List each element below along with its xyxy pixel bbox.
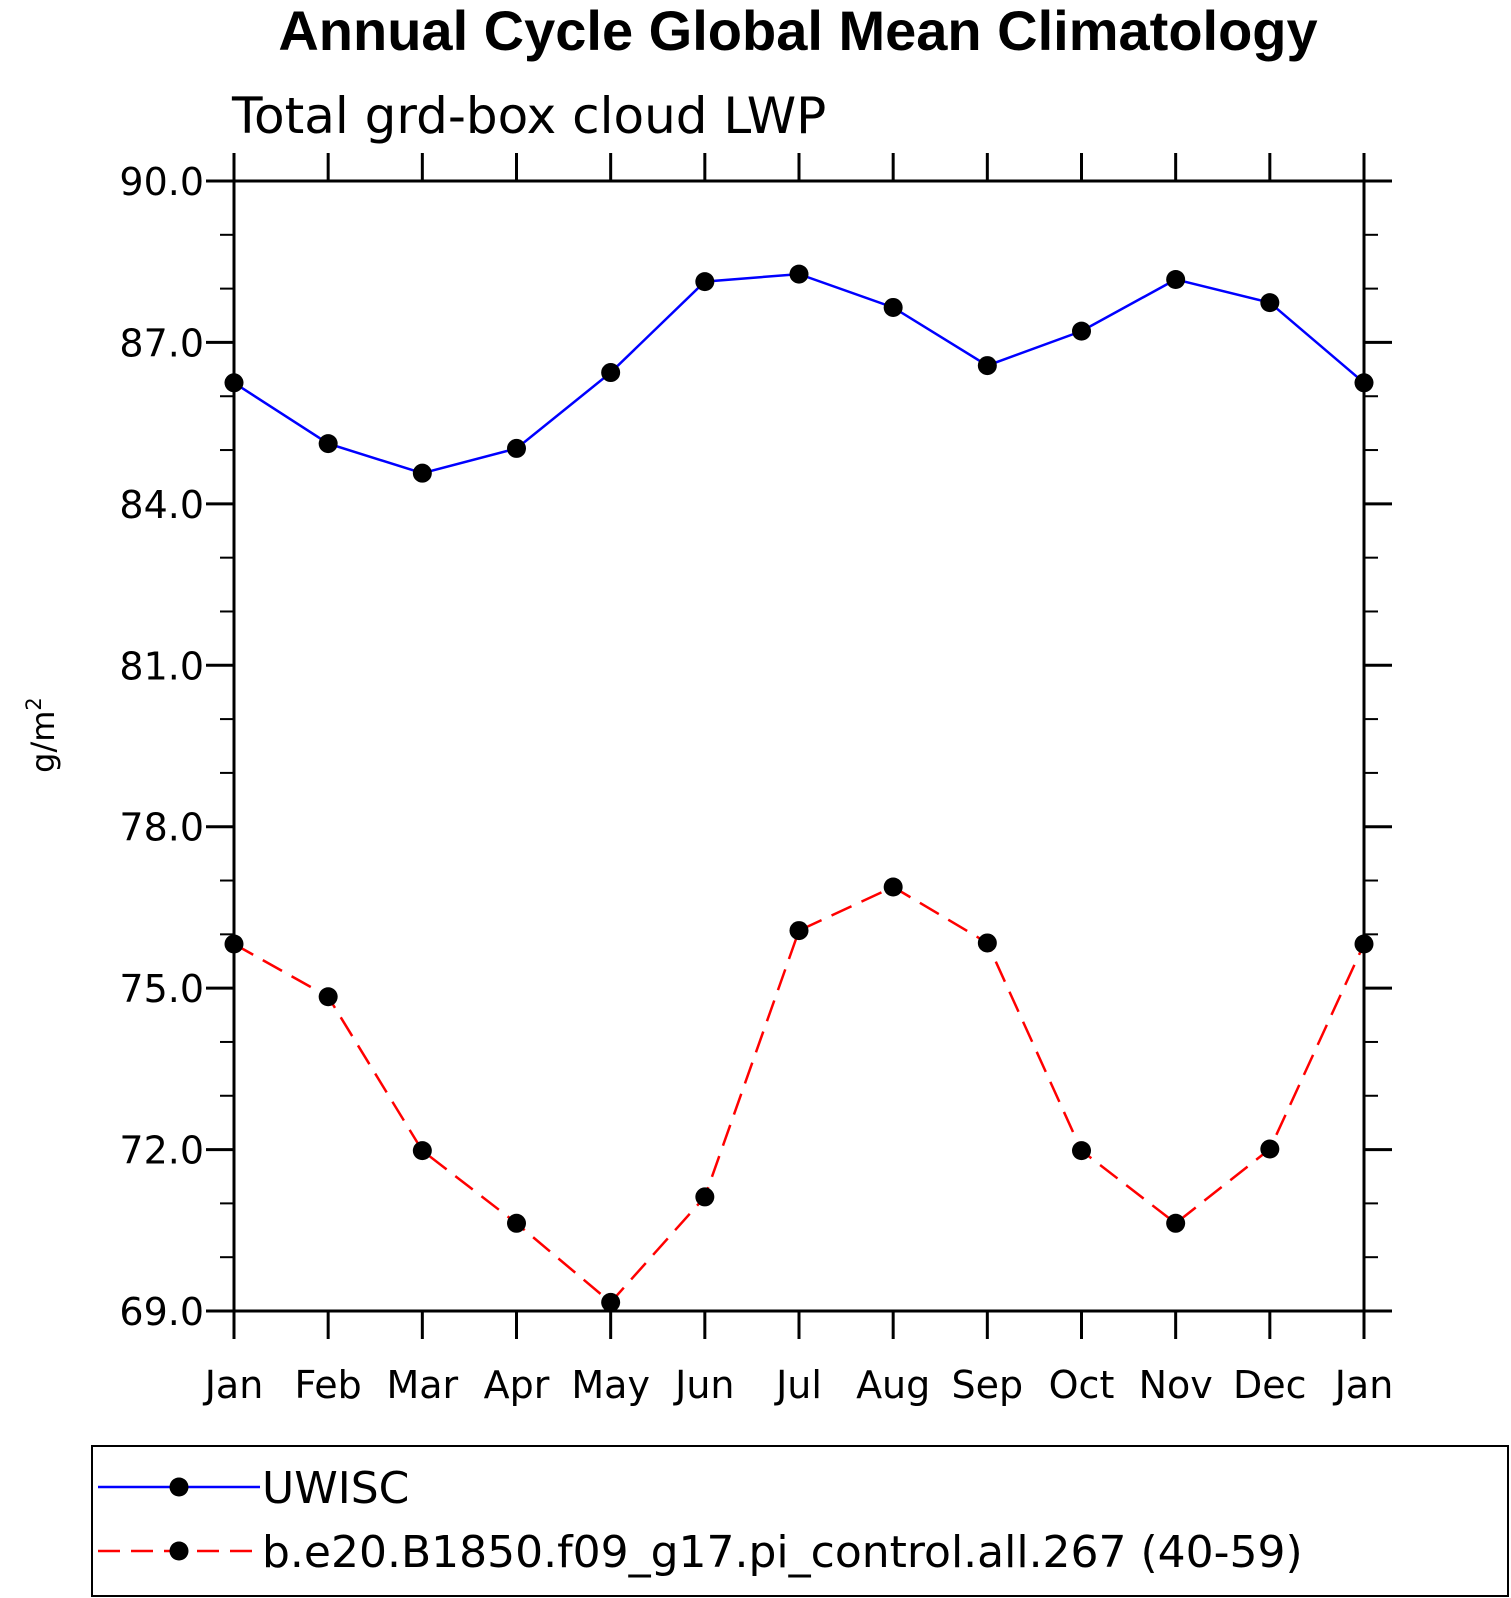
y-axis-label-superscript: 2: [22, 697, 46, 710]
legend-label-2: b.e20.B1850.f09_g17.pi_control.all.267 (…: [262, 1527, 1303, 1578]
series-1-point: [883, 297, 903, 317]
y-axis-label-base: g/m: [24, 711, 62, 773]
plot-frame: [232, 179, 1366, 1313]
series-2-point: [318, 987, 338, 1007]
legend-marker-2: [169, 1541, 189, 1561]
series-2-point: [789, 921, 809, 941]
y-axis-label: g/m2: [22, 697, 62, 773]
x-tick-label: Sep: [952, 1363, 1024, 1407]
series-1-point: [1260, 293, 1280, 313]
series-2-point: [601, 1292, 621, 1312]
y-tick-label: 69.0: [119, 1290, 204, 1334]
y-tick-label: 75.0: [119, 967, 204, 1011]
series-layer: [224, 264, 1374, 1312]
series-1-point: [977, 356, 997, 376]
x-tick-label: Aug: [856, 1363, 930, 1407]
x-tick-label: Jan: [1333, 1363, 1394, 1407]
x-tick-label: May: [571, 1363, 650, 1407]
series-2-point: [507, 1213, 526, 1233]
series-2-point: [412, 1141, 432, 1161]
series-line-2: [233, 885, 1366, 1305]
x-tick-label: Jan: [203, 1363, 264, 1407]
y-tick-label: 87.0: [119, 321, 204, 365]
series-1-point: [507, 438, 526, 458]
y-axis-ticks: 90.0 87.0 84.0 81.0 78.0 75.0 72.0 69.0: [119, 160, 1392, 1334]
x-tick-label: Mar: [386, 1363, 458, 1407]
chart-subtitle: Total grd-box cloud LWP: [231, 87, 826, 145]
y-tick-label: 90.0: [119, 160, 204, 204]
chart-title: Annual Cycle Global Mean Climatology: [278, 0, 1317, 62]
legend-marker-1: [169, 1477, 189, 1497]
x-axis-ticks: Jan Feb Mar Apr May Jun Jul Aug Sep Oct Nov Dec Jan: [203, 153, 1394, 1407]
x-tick-label: Apr: [484, 1363, 550, 1407]
y-tick-label: 72.0: [119, 1129, 204, 1173]
series-1-point: [789, 264, 809, 284]
series-1-point: [1072, 321, 1091, 341]
legend: UWISC b.e20.B1850.f09_g17.pi_control.all.…: [91, 1445, 1509, 1597]
series-2-point: [1260, 1139, 1280, 1159]
series-2-point: [695, 1187, 715, 1207]
series-1-point: [695, 272, 715, 292]
series-1-point: [318, 434, 338, 454]
legend-frame: [91, 1445, 1509, 1597]
x-tick-label: Feb: [295, 1363, 362, 1407]
series-1-point: [601, 363, 621, 383]
series-1-point: [1354, 373, 1374, 393]
x-tick-label: Jul: [774, 1363, 822, 1407]
series-1-point: [224, 373, 244, 393]
series-2-point: [1166, 1213, 1186, 1233]
series-2-point: [1072, 1141, 1091, 1161]
y-tick-label: 84.0: [119, 483, 204, 527]
legend-items: UWISC b.e20.B1850.f09_g17.pi_control.all.…: [98, 1463, 1303, 1578]
series-2-point: [224, 934, 244, 954]
series-1-point: [412, 463, 432, 483]
series-1-point: [1166, 269, 1186, 289]
x-tick-label: Nov: [1139, 1363, 1213, 1407]
y-tick-label: 81.0: [119, 644, 204, 688]
x-tick-label: Jun: [673, 1363, 734, 1407]
series-2-point: [883, 877, 903, 897]
x-tick-label: Oct: [1049, 1363, 1115, 1407]
x-tick-label: Dec: [1233, 1363, 1307, 1407]
series-2-point: [1354, 934, 1374, 954]
series-line-1: [233, 272, 1365, 475]
series-2-point: [977, 933, 997, 953]
y-tick-label: 78.0: [119, 806, 204, 850]
legend-label-1: UWISC: [262, 1463, 409, 1514]
